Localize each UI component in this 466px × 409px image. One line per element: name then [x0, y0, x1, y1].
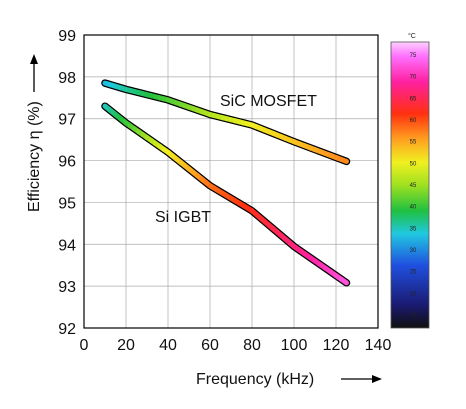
colorbar-tick-label: 20 — [410, 291, 417, 297]
y-tick-label: 96 — [58, 154, 76, 171]
colorbar-tick-label: 35 — [410, 226, 417, 232]
series-sic-mosfet — [101, 79, 351, 166]
colorbar-tick-label: 55 — [410, 140, 417, 146]
y-tick-label: 94 — [58, 237, 76, 254]
x-axis-arrow-head — [372, 375, 382, 383]
colorbar-tick-label: 65 — [410, 96, 417, 102]
y-tick-labels: 92 93 94 95 96 97 98 99 — [58, 28, 76, 338]
colorbar-tick-label: 45 — [410, 183, 417, 189]
series-segment — [338, 156, 349, 164]
temperature-colorbar: °C 15 20 25 30 35 40 45 50 55 60 65 70 75 — [390, 32, 430, 329]
colorbar-tick-label: 25 — [410, 270, 417, 276]
colorbar-tick-label: 40 — [410, 205, 417, 211]
colorbar-tick-label: 15 — [410, 313, 417, 319]
colorbar-unit: °C — [408, 32, 416, 40]
y-tick-label: 98 — [58, 70, 76, 87]
x-axis-title: Frequency (kHz) — [196, 371, 382, 388]
colorbar-tick-label: 30 — [410, 248, 417, 254]
y-tick-label: 93 — [58, 279, 76, 296]
colorbar-tick-label: 60 — [410, 118, 417, 124]
y-axis-title: Efficiency η (%) — [26, 54, 43, 212]
x-tick-label: 0 — [80, 337, 89, 354]
x-tick-label: 20 — [117, 337, 135, 354]
series-segment — [338, 276, 349, 286]
series-label: SiC MOSFET — [220, 93, 317, 110]
y-tick-label: 97 — [58, 112, 76, 129]
y-tick-label: 99 — [58, 28, 76, 45]
x-tick-label: 60 — [201, 337, 219, 354]
series-label: Si IGBT — [155, 209, 211, 226]
y-tick-label: 95 — [58, 195, 76, 212]
x-tick-label: 40 — [159, 337, 177, 354]
y-axis-arrow-head — [30, 54, 38, 64]
series-layer — [101, 79, 351, 287]
colorbar-tick-label: 75 — [410, 53, 417, 59]
y-axis-label: Efficiency η (%) — [26, 101, 43, 212]
x-axis-label: Frequency (kHz) — [196, 371, 314, 388]
grid — [84, 35, 378, 328]
x-tick-label: 120 — [323, 337, 350, 354]
y-tick-label: 92 — [58, 321, 76, 338]
colorbar-tick-label: 70 — [410, 75, 417, 81]
series-labels: SiC MOSFET Si IGBT — [155, 93, 317, 226]
x-tick-labels: 0 20 40 60 80 100 120 140 — [80, 337, 392, 354]
series-si-igbt — [101, 102, 351, 287]
colorbar-gradient — [390, 41, 430, 329]
plot-frame — [83, 34, 379, 329]
x-tick-label: 100 — [281, 337, 308, 354]
colorbar-tick-labels: 15 20 25 30 35 40 45 50 55 60 65 70 75 — [410, 53, 417, 319]
x-tick-label: 140 — [365, 337, 392, 354]
colorbar-tick-label: 50 — [410, 161, 417, 167]
x-tick-label: 80 — [243, 337, 261, 354]
